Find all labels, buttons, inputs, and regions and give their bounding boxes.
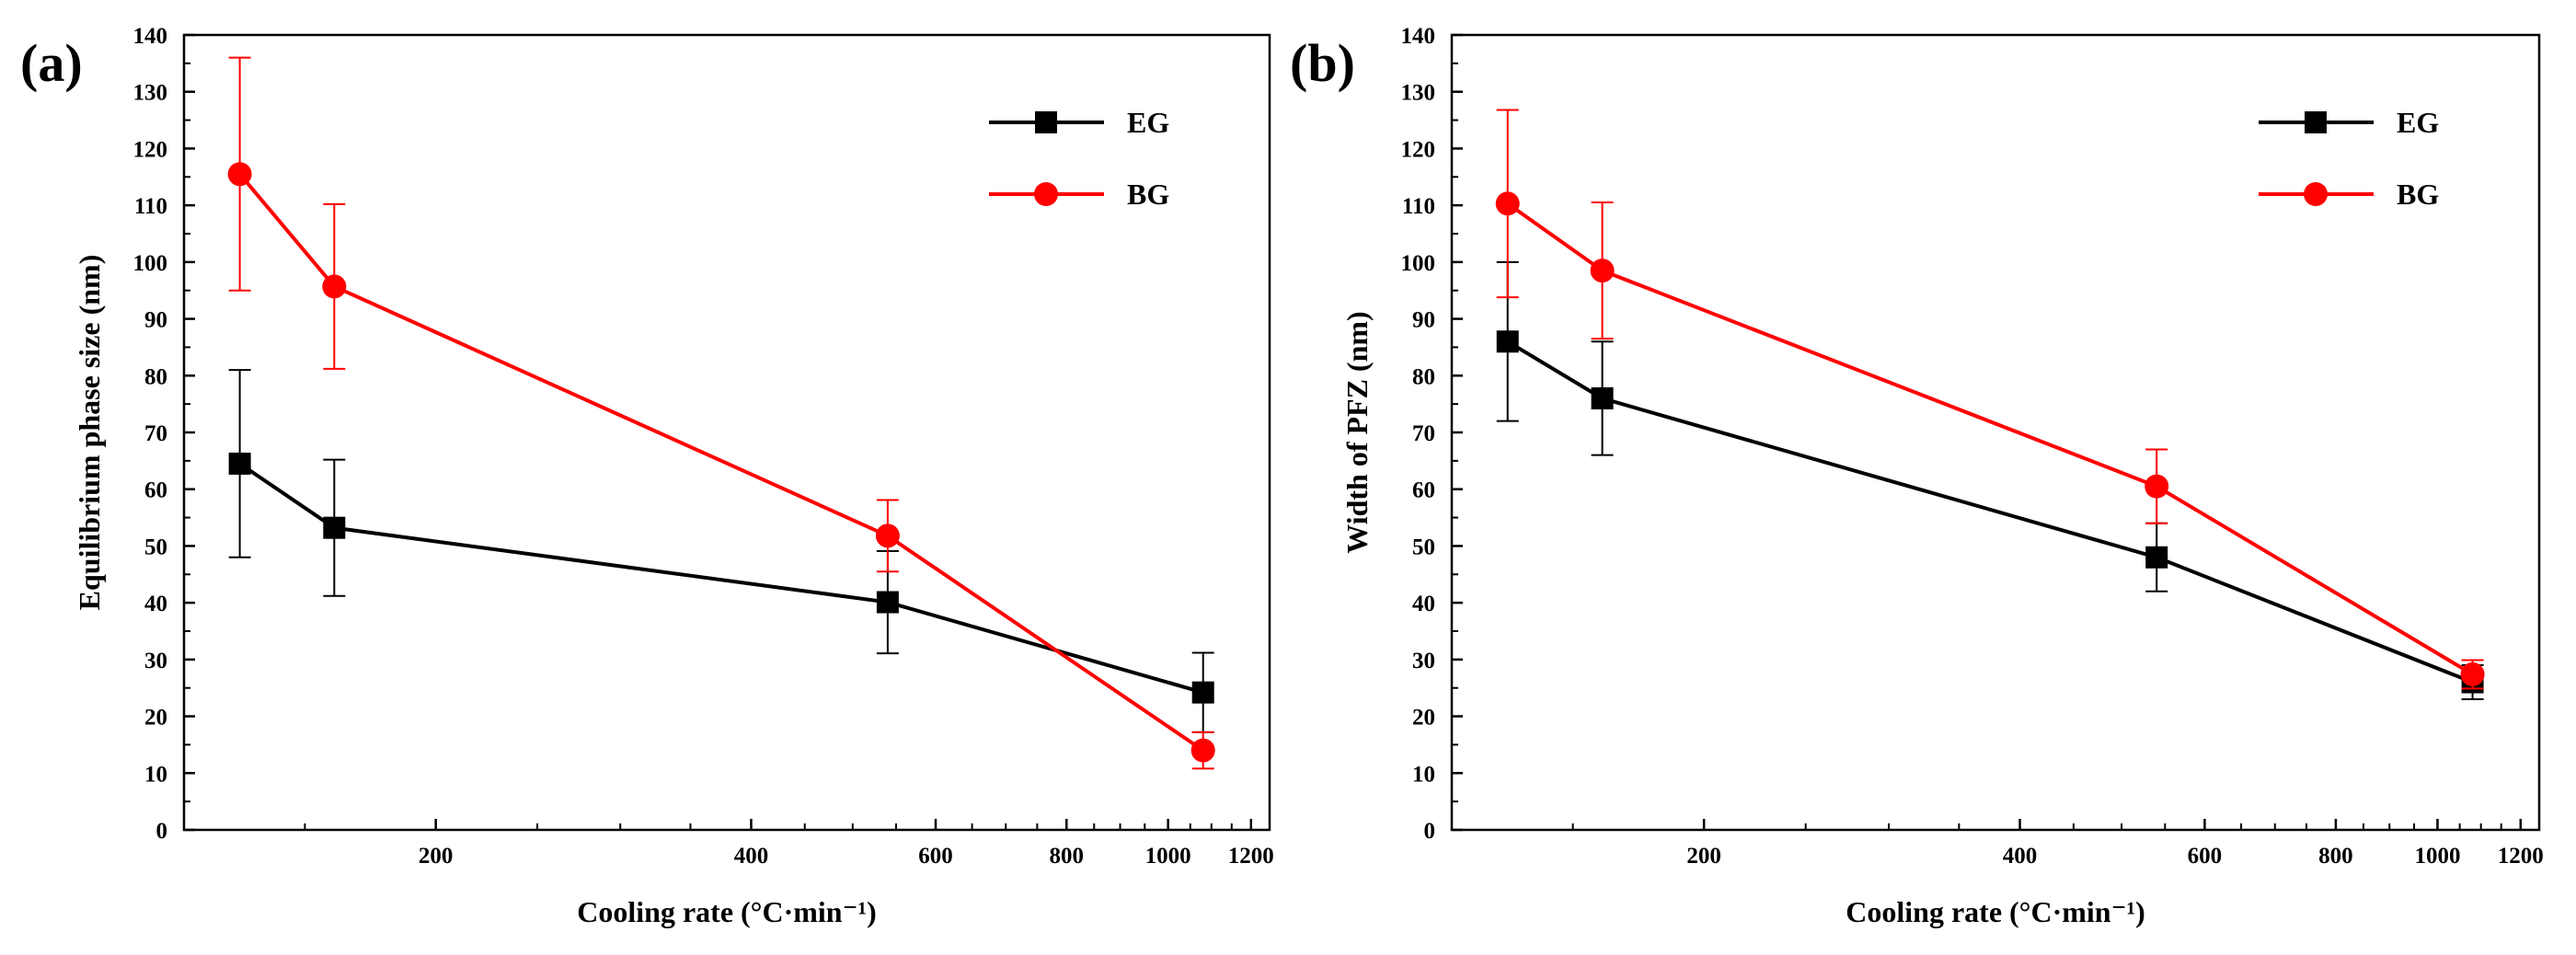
x-tick-label: 1000	[1145, 844, 1191, 869]
legend-label-eg: EG	[1127, 106, 1169, 139]
y-tick-label: 120	[1401, 137, 1436, 162]
x-tick-label: 600	[918, 844, 953, 869]
y-tick-label: 110	[134, 194, 167, 219]
chart-panel-a: 0 10 20 30 40 50 60 70 80 90 100 110 120 130 140 200 400…	[73, 24, 1274, 928]
y-tick-label: 90	[1412, 308, 1435, 333]
y-tick-label: 30	[1412, 649, 1435, 673]
series-line-bg	[1506, 201, 2474, 676]
y-tick-label: 0	[1424, 819, 1436, 844]
data-point-eg	[876, 591, 899, 614]
x-tick-label: 600	[2188, 844, 2223, 869]
series-line-bg	[238, 172, 1204, 753]
legend-marker-bg	[2304, 182, 2328, 206]
data-point-bg	[227, 162, 252, 187]
legend-marker-eg	[1035, 111, 1057, 133]
panel-label-b: (b)	[1290, 33, 1355, 93]
legend-marker-eg	[2305, 111, 2327, 133]
y-tick-label: 40	[1412, 592, 1435, 616]
data-point-eg	[1496, 330, 1519, 353]
data-point-bg	[875, 524, 900, 548]
data-point-eg	[1191, 681, 1214, 704]
y-tick-label: 40	[144, 592, 167, 616]
y-tick-label: 80	[1412, 364, 1435, 389]
y-tick-label: 90	[144, 308, 167, 333]
legend-label-bg: BG	[2397, 178, 2439, 211]
x-tick-label: 800	[2318, 844, 2353, 869]
data-point-eg	[228, 452, 251, 475]
data-point-eg	[2145, 546, 2168, 569]
y-tick-label: 100	[1401, 251, 1436, 276]
x-tick-label: 1200	[2498, 844, 2544, 869]
x-axis-title: Cooling rate (°C·min⁻¹)	[577, 895, 876, 928]
x-tick-label: 400	[2003, 844, 2038, 869]
data-point-bg	[1590, 259, 1615, 283]
y-axis-title: Width of PFZ (nm)	[1340, 311, 1374, 553]
y-tick-label: 120	[133, 137, 168, 162]
x-tick-label: 400	[734, 844, 769, 869]
y-tick-label: 110	[1402, 194, 1435, 219]
y-tick-label: 50	[144, 535, 167, 559]
series-line-eg	[238, 462, 1204, 695]
data-point-eg	[1591, 386, 1614, 409]
x-tick-label: 200	[419, 844, 454, 869]
y-tick-label: 140	[1401, 24, 1436, 49]
y-tick-label: 30	[144, 649, 167, 673]
y-tick-label: 130	[133, 81, 168, 106]
y-tick-label: 10	[144, 762, 167, 787]
x-axis-title: Cooling rate (°C·min⁻¹)	[1846, 895, 2145, 928]
data-point-bg	[2145, 474, 2169, 499]
y-tick-label: 20	[1412, 706, 1435, 731]
legend-marker-bg	[1034, 182, 1058, 206]
panel-label-a: (a)	[20, 33, 83, 93]
y-tick-label: 70	[1412, 421, 1435, 446]
chart-panel-b: 0 10 20 30 40 50 60 70 80 90 100 110 120 130 140 200 400…	[1340, 24, 2544, 928]
data-point-eg	[323, 516, 346, 539]
data-point-bg	[2460, 662, 2485, 686]
x-tick-label: 1000	[2414, 844, 2460, 869]
y-tick-label: 100	[133, 251, 168, 276]
data-point-bg	[1495, 191, 1520, 216]
plot-frame	[182, 33, 1271, 832]
y-tick-label: 140	[133, 24, 168, 49]
y-tick-label: 60	[1412, 478, 1435, 503]
y-tick-label: 60	[144, 478, 167, 503]
data-point-bg	[1190, 738, 1215, 763]
y-tick-label: 80	[144, 364, 167, 389]
y-tick-label: 0	[156, 819, 168, 844]
x-tick-label: 800	[1050, 844, 1085, 869]
y-tick-label: 70	[144, 421, 167, 446]
data-point-bg	[322, 274, 347, 299]
x-tick-label: 1200	[1228, 844, 1274, 869]
plot-frame	[1450, 33, 2541, 832]
y-tick-label: 20	[144, 706, 167, 731]
legend-label-bg: BG	[1127, 178, 1169, 211]
x-tick-label: 200	[1686, 844, 1721, 869]
y-axis-title: Equilibrium phase size (nm)	[73, 255, 106, 611]
series-line-eg	[1506, 339, 2474, 685]
y-tick-label: 50	[1412, 535, 1435, 559]
y-tick-label: 130	[1401, 81, 1436, 106]
y-tick-label: 10	[1412, 762, 1435, 787]
legend-label-eg: EG	[2397, 106, 2439, 139]
